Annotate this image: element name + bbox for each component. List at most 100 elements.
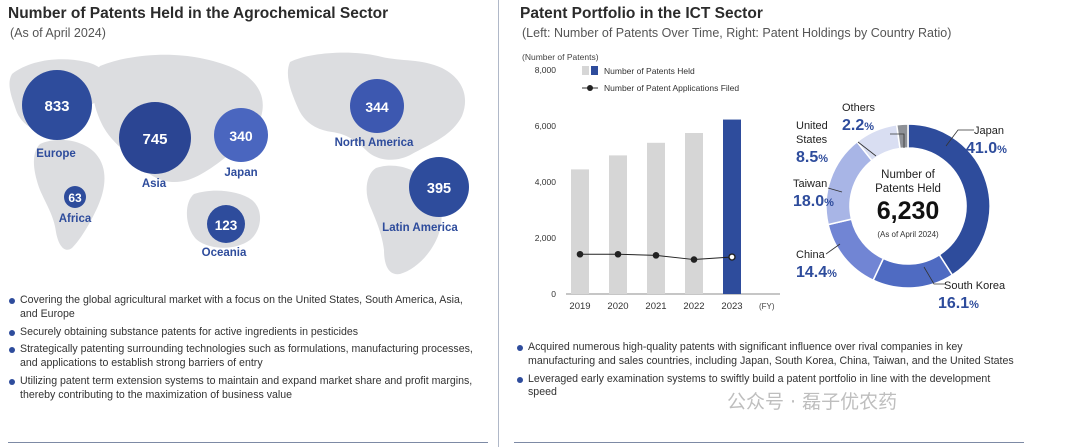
oceania-label: Oceania: [202, 247, 247, 259]
point-2021: [652, 252, 660, 259]
donut-center-line-1: Number of: [881, 169, 935, 181]
line-series: [576, 250, 736, 263]
bullet-text: Acquired numerous high-quality patents w…: [528, 341, 1014, 367]
label-united-states-line-1: United: [796, 120, 828, 132]
ict-subtitle: (Left: Number of Patents Over Time, Righ…: [522, 26, 952, 40]
bullet-text: Strategically patenting surrounding tech…: [20, 343, 473, 370]
y-tick-label: 2,000: [535, 233, 557, 243]
point-2020: [614, 250, 622, 258]
y-tick-label: 4,000: [535, 177, 557, 187]
asia-bubble: [119, 102, 191, 174]
y-tick-label: 8,000: [535, 65, 557, 75]
point-2019: [576, 250, 584, 258]
pct-others: 2.2%: [842, 117, 874, 134]
europe-bubble: [22, 70, 92, 140]
bar-2020: [609, 155, 627, 294]
bullet-text: Leveraged early examination systems to s…: [528, 372, 991, 399]
vertical-divider: [498, 0, 499, 447]
africa-value: 63: [68, 191, 82, 205]
x-tick-label: 2020: [607, 301, 628, 312]
bullet-text: Securely obtaining substance patents for…: [20, 325, 359, 338]
list-item: Covering the global agricultural market …: [8, 294, 478, 322]
point-2022: [690, 256, 698, 263]
north-america-value: 344: [365, 99, 389, 115]
watermark: 公众号 · 磊子优农药: [727, 391, 898, 413]
donut-slices: [825, 123, 991, 289]
africa-label: Africa: [59, 213, 92, 225]
bar-2019: [571, 169, 589, 294]
list-item: Acquired numerous high-quality patents w…: [516, 341, 1016, 369]
donut-center-line-2: Patents Held: [875, 183, 941, 195]
leader-united-states: [857, 141, 877, 157]
country-donut-chart: Number of Patents Held 6,230 (As of Apri…: [793, 102, 1007, 312]
oceania-bubble: [207, 205, 245, 243]
bullet-dot-icon: [9, 378, 15, 385]
ict-panel: Patent Portfolio in the ICT Sector (Left…: [504, 0, 1080, 447]
europe-label: Europe: [36, 148, 76, 160]
north-america-label: North America: [335, 137, 414, 149]
agro-bullet-list: Covering the global agricultural market …: [8, 294, 478, 407]
bottom-rule: [514, 442, 1024, 443]
pct-taiwan: 18.0%: [793, 193, 834, 210]
list-item: Leveraged early examination systems to s…: [516, 373, 1016, 401]
pct-japan: 41.0%: [966, 140, 1007, 157]
bullet-dot-icon: [9, 329, 15, 336]
label-others: Others: [842, 102, 876, 114]
patent-bar-chart: (Number of Patents) 0 2,000 4,000 6,000 8,00…: [522, 52, 780, 312]
y-axis-label: (Number of Patents): [522, 52, 599, 62]
pct-south-korea-unit: %: [969, 299, 979, 311]
bottom-rule: [8, 442, 488, 443]
bar-2022: [685, 133, 703, 294]
bullet-text: Utilizing patent term extension systems …: [20, 374, 473, 401]
japan-bubble: [214, 108, 268, 162]
point-2023: [728, 253, 736, 261]
x-tick-label: 2022: [683, 301, 704, 312]
list-item: Securely obtaining substance patents for…: [8, 326, 478, 340]
legend-label-held: Number of Patents Held: [604, 66, 695, 76]
region-bubbles: 833 Europe 745 Asia 340 Japan 344 North …: [22, 70, 469, 259]
y-axis-ticks: 0 2,000 4,000 6,000 8,000: [535, 65, 557, 299]
y-tick-label: 6,000: [535, 121, 557, 131]
label-china: China: [796, 249, 826, 261]
pct-china-unit: %: [827, 268, 837, 280]
x-axis-ticks: 2019 2020 2021 2022 2023: [569, 301, 742, 312]
asia-label: Asia: [142, 178, 167, 190]
legend-swatch-held-gray: [582, 66, 589, 75]
world-map: 833 Europe 745 Asia 340 Japan 344 North …: [9, 52, 469, 275]
bullet-dot-icon: [517, 345, 523, 351]
bar-series: [571, 119, 741, 294]
agrochemical-panel: Number of Patents Held in the Agrochemic…: [0, 0, 496, 447]
leader-japan: [945, 129, 974, 147]
japan-value: 340: [229, 128, 253, 144]
label-united-states-line-2: States: [796, 134, 828, 146]
legend-marker-filed: [587, 85, 593, 91]
pct-taiwan-unit: %: [824, 197, 834, 209]
agro-subtitle: (As of April 2024): [10, 26, 106, 40]
bullet-dot-icon: [517, 376, 523, 383]
latin-america-bubble: [409, 157, 469, 217]
north-america-bubble: [350, 79, 404, 133]
pct-south-korea-value: 16.1: [938, 295, 969, 312]
leader-others: [890, 133, 905, 148]
pct-china-value: 14.4: [796, 264, 827, 281]
pct-united-states-value: 8.5: [796, 149, 818, 166]
pct-china: 14.4%: [796, 264, 837, 281]
ict-title: Patent Portfolio in the ICT Sector: [520, 5, 763, 22]
latin-america-label: Latin America: [382, 222, 458, 234]
chart-legend: Number of Patents Held Number of Patent …: [582, 66, 739, 93]
list-item: Strategically patenting surrounding tech…: [8, 343, 478, 371]
y-tick-label: 0: [551, 289, 556, 299]
leader-south-korea: [923, 266, 946, 285]
bar-2021: [647, 142, 665, 294]
latin-america-value: 395: [427, 181, 451, 197]
pct-japan-unit: %: [997, 144, 1007, 156]
bullet-dot-icon: [9, 347, 15, 354]
donut-center-value: 6,230: [877, 197, 940, 225]
japan-label: Japan: [224, 167, 257, 179]
africa-bubble: [64, 186, 86, 208]
leader-taiwan: [827, 187, 843, 193]
label-japan: Japan: [974, 125, 1004, 137]
x-tick-label: 2021: [645, 301, 666, 312]
europe-value: 833: [44, 98, 69, 115]
label-south-korea: South Korea: [944, 280, 1006, 292]
